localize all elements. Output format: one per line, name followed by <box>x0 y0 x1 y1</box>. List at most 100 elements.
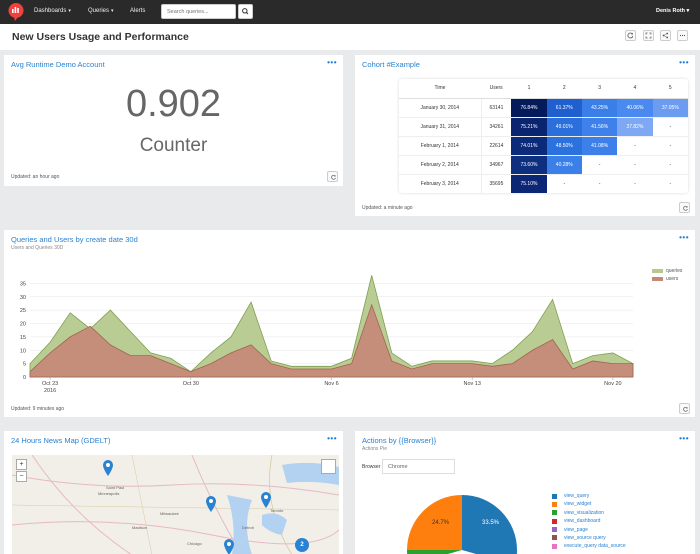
zoom-out-button[interactable]: − <box>16 471 27 482</box>
refresh-widget-button[interactable] <box>327 171 338 182</box>
legend-item[interactable]: view_dashboard <box>552 518 626 526</box>
column-header-5: 5 <box>652 79 688 99</box>
nav-alerts[interactable]: Alerts <box>130 8 146 14</box>
refresh-widget-button[interactable] <box>679 202 690 213</box>
x-tick-label: Oct 30 <box>183 381 199 387</box>
counter-label: Counter <box>139 135 208 156</box>
column-header-3: 3 <box>581 79 618 99</box>
y-tick-label: 20 <box>20 322 26 328</box>
x-tick-label: Nov 13 <box>463 381 480 387</box>
cohort-cell: 41.08% <box>581 136 618 156</box>
zoom-in-button[interactable]: + <box>16 459 27 470</box>
pie-label-view-widget: 24.7% <box>432 520 450 526</box>
top-navbar: Dashboards▾ Queries▾ Alerts Denis Roth ▾ <box>0 0 700 24</box>
browser-filter-label: Browser <box>362 464 381 470</box>
cohort-table: Time Users 1 2 3 4 5 January 30, 2014 63… <box>399 79 688 193</box>
widget-menu-button[interactable]: ••• <box>679 434 689 443</box>
search-icon <box>242 8 249 15</box>
search-input[interactable] <box>161 4 236 19</box>
pie-slice-view-query-tail[interactable] <box>462 550 517 554</box>
cohort-cell: - <box>617 136 653 156</box>
widget-title[interactable]: Avg Runtime Demo Account <box>11 60 105 69</box>
browser-filter-select[interactable]: Chrome <box>382 459 455 474</box>
x-tick-label: Oct 23 <box>42 381 58 387</box>
map-roads <box>12 455 339 554</box>
pie-slice-view-widget[interactable] <box>407 495 462 550</box>
widget-menu-button[interactable]: ••• <box>327 434 337 443</box>
more-options-button[interactable] <box>677 30 688 41</box>
row-users: 22614 <box>481 136 512 156</box>
map-marker-icon[interactable] <box>224 539 234 554</box>
refresh-dashboard-button[interactable] <box>625 30 636 41</box>
cohort-cell: 76.84% <box>511 98 547 118</box>
cohort-cell: 75.10% <box>511 174 547 193</box>
legend-item-queries[interactable]: queries <box>652 268 682 276</box>
column-header-2: 2 <box>546 79 582 99</box>
widget-menu-button[interactable]: ••• <box>327 58 337 67</box>
row-date: February 3, 2014 <box>399 174 482 193</box>
row-users: 34967 <box>481 155 512 175</box>
map-city-label: Toronto <box>270 508 284 513</box>
layers-control[interactable] <box>321 459 336 474</box>
user-menu[interactable]: Denis Roth ▾ <box>656 8 690 14</box>
cohort-cell: 41.56% <box>581 117 618 137</box>
cohort-cell: - <box>669 180 672 187</box>
cohort-cell: 40.06% <box>617 98 653 118</box>
widget-title[interactable]: Actions by {{Browser}} <box>362 436 437 445</box>
y-tick-label: 0 <box>23 375 26 381</box>
refresh-widget-button[interactable] <box>679 403 690 414</box>
legend-item[interactable]: view_visualization <box>552 510 626 518</box>
counter-widget: Avg Runtime Demo Account ••• 0.902 Count… <box>4 55 343 186</box>
legend-item[interactable]: view_page <box>552 527 626 535</box>
widget-title[interactable]: Queries and Users by create date 30d <box>11 235 138 244</box>
map-cluster-marker[interactable]: 2 <box>295 538 309 552</box>
map-marker-icon[interactable] <box>206 496 216 512</box>
y-tick-label: 15 <box>20 335 26 341</box>
share-button[interactable] <box>660 30 671 41</box>
chevron-down-icon: ▾ <box>685 8 690 14</box>
y-tick-label: 30 <box>20 295 26 301</box>
column-header-1: 1 <box>511 79 547 99</box>
counter-value: 0.902 <box>125 83 222 125</box>
dashboard-header: New Users Usage and Performance <box>0 24 700 50</box>
map-marker-icon[interactable] <box>261 492 271 508</box>
pie-slice-view-query[interactable] <box>462 495 517 550</box>
widget-title[interactable]: 24 Hours News Map (GDELT) <box>11 436 111 445</box>
legend-item[interactable]: view_query <box>552 493 626 501</box>
ellipsis-icon <box>679 34 686 37</box>
table-row: January 30, 2014 63141 76.84% 61.37% 43.… <box>399 98 688 118</box>
legend-item[interactable]: view_widget <box>552 501 626 509</box>
row-date: January 30, 2014 <box>399 98 482 118</box>
legend-item[interactable]: view_source query <box>552 535 626 543</box>
map-city-label: Milwaukee <box>160 511 179 516</box>
legend-swatch <box>552 535 557 541</box>
cohort-cell: - <box>598 180 601 187</box>
widget-subtitle: Actions Pie <box>362 446 388 452</box>
nav-dashboards[interactable]: Dashboards ▾ <box>34 8 71 14</box>
updated-timestamp: Updated: 9 minutes ago <box>11 406 65 412</box>
fullscreen-button[interactable] <box>643 30 654 41</box>
widget-title[interactable]: Cohort #Example <box>362 60 420 69</box>
widget-menu-button[interactable]: ••• <box>679 233 689 242</box>
legend-item[interactable]: execute_query data_source <box>552 543 626 551</box>
map-marker-icon[interactable] <box>103 460 113 476</box>
cohort-cell: 48.50% <box>546 136 582 156</box>
x-tick-label: Nov 6 <box>324 381 338 387</box>
redash-logo[interactable] <box>8 3 24 21</box>
nav-queries[interactable]: Queries ▾ <box>88 8 114 14</box>
refresh-icon <box>330 174 336 180</box>
widget-subtitle: Users and Queries 30D <box>11 245 64 251</box>
row-date: February 2, 2014 <box>399 155 482 175</box>
refresh-icon <box>682 205 688 211</box>
chevron-down-icon: ▾ <box>68 8 71 14</box>
chevron-down-icon: ▾ <box>111 8 114 14</box>
legend-item-users[interactable]: users <box>652 276 682 284</box>
table-row: February 3, 2014 35695 75.10% - - - - <box>399 174 688 193</box>
pie-slice-view-visualization[interactable] <box>407 550 462 554</box>
map-city-label: Detroit <box>242 525 254 530</box>
widget-menu-button[interactable]: ••• <box>679 58 689 67</box>
cohort-cell: - <box>634 180 636 187</box>
news-map[interactable]: + − Saint Paul Minneapolis Milwaukee Mad… <box>12 455 339 554</box>
area-series-users[interactable] <box>29 303 634 378</box>
search-button[interactable] <box>238 4 253 19</box>
